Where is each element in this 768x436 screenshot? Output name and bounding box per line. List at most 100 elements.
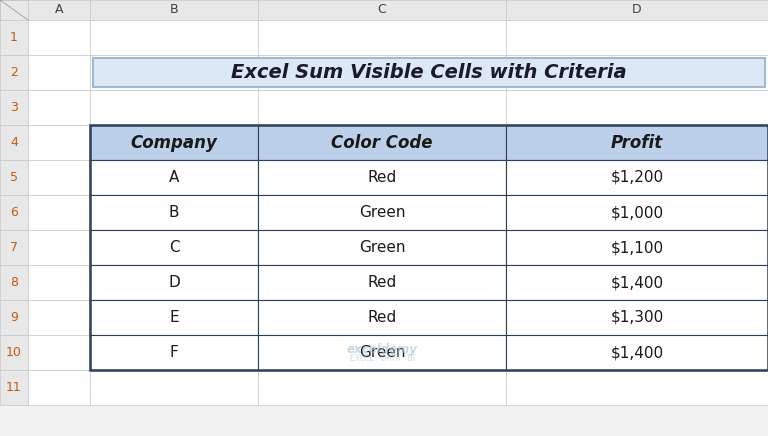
Bar [506,55,768,90]
Text: 7: 7 [10,241,18,254]
Bar [258,335,506,370]
Text: Company: Company [131,133,217,151]
Bar [258,195,506,230]
Bar [258,125,506,160]
Text: 2: 2 [10,66,18,79]
Bar [28,230,90,265]
Bar [0,300,28,335]
Bar [258,90,506,125]
Text: A: A [169,170,179,185]
Bar [90,195,258,230]
Bar [90,55,258,90]
Bar [506,335,768,370]
Bar [90,125,258,160]
Bar [258,0,506,20]
Bar [0,0,768,20]
Bar [0,90,28,125]
Text: EXCEL · DATA · BI: EXCEL · DATA · BI [349,354,415,363]
Polygon shape [0,0,28,20]
Bar [90,370,258,405]
Bar [28,90,90,125]
Bar [258,230,506,265]
Bar [258,55,506,90]
Bar [28,195,90,230]
Text: 11: 11 [6,381,22,394]
Text: $1,000: $1,000 [611,205,664,220]
Bar [506,195,768,230]
Bar [28,300,90,335]
Bar [90,300,258,335]
Text: Profit: Profit [611,133,663,151]
Bar [93,58,765,87]
Text: E: E [169,310,179,325]
Text: exceldemy: exceldemy [346,343,418,356]
Text: D: D [168,275,180,290]
Bar [506,300,768,335]
Text: $1,100: $1,100 [611,240,664,255]
Bar [506,195,768,230]
Bar [506,265,768,300]
Bar [506,230,768,265]
Bar [90,300,258,335]
Bar [506,160,768,195]
Bar [506,90,768,125]
Bar [90,160,258,195]
Text: 5: 5 [10,171,18,184]
Bar [90,195,258,230]
Text: Green: Green [359,345,406,360]
Text: 4: 4 [10,136,18,149]
Bar [258,335,506,370]
Bar [0,55,28,90]
Bar [506,265,768,300]
Bar [28,20,90,55]
Bar [90,160,258,195]
Text: $1,300: $1,300 [611,310,664,325]
Bar [506,0,768,20]
Bar [0,0,28,20]
Bar [506,20,768,55]
Bar [90,335,258,370]
Bar [90,0,258,20]
Bar [258,265,506,300]
Bar [90,265,258,300]
Bar [0,370,28,405]
Text: 8: 8 [10,276,18,289]
Bar [258,230,506,265]
Bar [506,370,768,405]
Bar [258,160,506,195]
Bar [258,370,506,405]
Text: Red: Red [367,310,396,325]
Bar [90,335,258,370]
Bar [258,20,506,55]
Bar [0,195,28,230]
Bar [28,55,90,90]
Text: Red: Red [367,170,396,185]
Bar [506,160,768,195]
Text: D: D [632,3,642,17]
Bar [506,125,768,160]
Bar [28,160,90,195]
Text: 1: 1 [10,31,18,44]
Text: Red: Red [367,275,396,290]
Bar [28,125,90,160]
Bar [28,265,90,300]
Bar [90,265,258,300]
Bar [90,125,768,370]
Bar [28,0,90,20]
Text: 3: 3 [10,101,18,114]
Bar [506,230,768,265]
Text: Color Code: Color Code [331,133,432,151]
Bar [258,265,506,300]
Text: Green: Green [359,205,406,220]
Bar [258,300,506,335]
Text: F: F [170,345,178,360]
Bar [0,265,28,300]
Text: C: C [169,240,179,255]
Bar [0,230,28,265]
Text: $1,400: $1,400 [611,275,664,290]
Bar [506,125,768,160]
Bar [258,125,506,160]
Bar [0,335,28,370]
Text: 10: 10 [6,346,22,359]
Bar [28,335,90,370]
